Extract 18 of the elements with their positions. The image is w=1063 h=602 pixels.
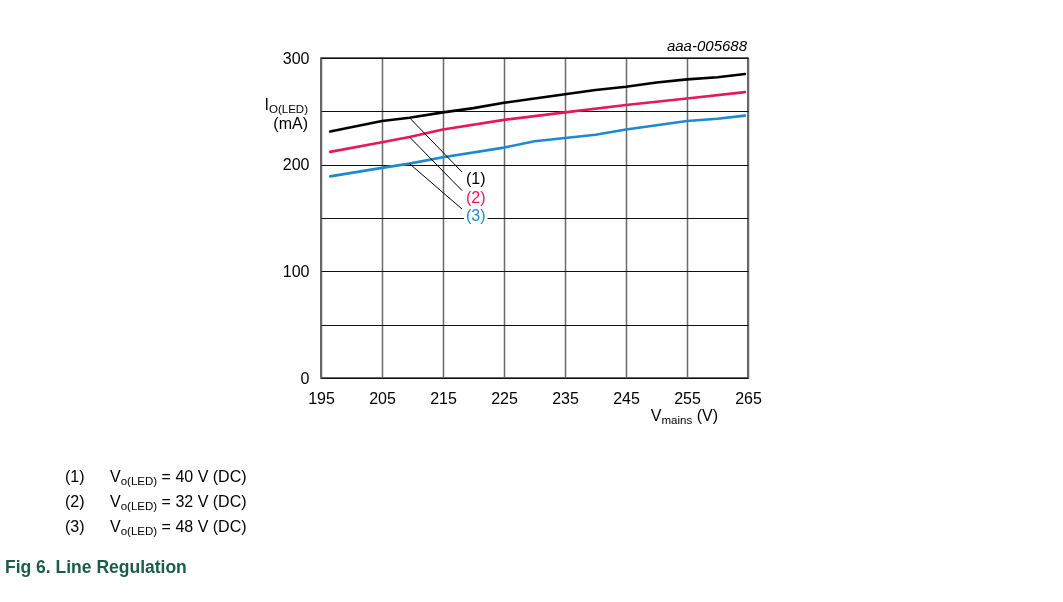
x-tick-label: 235 — [552, 389, 579, 407]
y-tick-label: 300 — [282, 49, 310, 67]
x-tick-label: 245 — [613, 389, 640, 407]
x-tick-label: 205 — [369, 389, 396, 407]
x-tick-label: 225 — [491, 389, 518, 407]
text: (2) — [466, 188, 486, 206]
text: aaa-005688 — [666, 37, 748, 54]
x-tick-label: 265 — [735, 389, 762, 407]
y-tick-label: 0 — [300, 369, 310, 387]
text: (1) — [466, 170, 486, 187]
x-tick-label: 255 — [674, 389, 701, 407]
text: (3) — [466, 207, 486, 224]
text: Fig 6. Line Regulation — [5, 557, 187, 577]
x-tick-label: 215 — [430, 389, 457, 407]
x-tick-label: 195 — [308, 389, 335, 407]
y-tick-label: 100 — [282, 262, 310, 280]
line-series — [328, 90, 747, 154]
y-tick-label: 200 — [282, 156, 310, 174]
